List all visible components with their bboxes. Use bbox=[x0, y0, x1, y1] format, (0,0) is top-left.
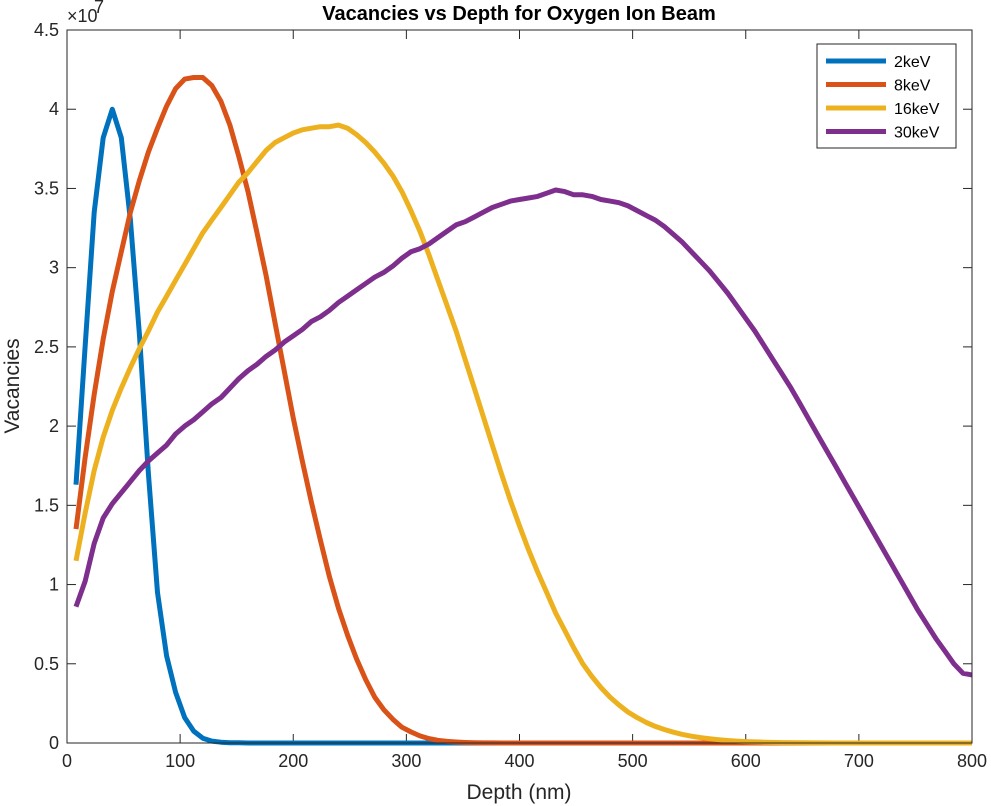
y-tick-label: 4 bbox=[49, 99, 59, 119]
series-line-30kev bbox=[73, 187, 973, 678]
x-tick-label: 500 bbox=[618, 751, 648, 771]
chart-title: Vacancies vs Depth for Oxygen Ion Beam bbox=[322, 3, 715, 25]
x-tick-label: 300 bbox=[391, 751, 421, 771]
y-tick-label: 1.5 bbox=[34, 495, 59, 515]
legend-label-30kev: 30keV bbox=[894, 125, 940, 142]
y-tick-label: 2 bbox=[49, 416, 59, 436]
x-tick-label: 700 bbox=[844, 751, 874, 771]
x-tick-label: 400 bbox=[504, 751, 534, 771]
series-line-16kev bbox=[73, 122, 972, 746]
y-axis-label: Vacancies bbox=[1, 338, 24, 433]
y-axis-ticks: 0 0.5 1 1.5 2 2.5 3 3.5 4 4.5 bbox=[34, 20, 972, 753]
x-axis-label: Depth (nm) bbox=[466, 781, 571, 804]
x-tick-label: 100 bbox=[165, 751, 195, 771]
y-axis-exponent: ×10 7 bbox=[67, 0, 104, 26]
legend-label-2kev: 2keV bbox=[894, 54, 931, 71]
x-tick-label: 200 bbox=[278, 751, 308, 771]
legend-label-8kev: 8keV bbox=[894, 78, 931, 95]
x-tick-label: 800 bbox=[957, 751, 987, 771]
y-exponent-base: ×10 bbox=[67, 6, 98, 26]
y-tick-label: 0 bbox=[49, 733, 59, 753]
y-tick-label: 4.5 bbox=[34, 20, 59, 40]
y-tick-label: 3 bbox=[49, 258, 59, 278]
y-exponent-power: 7 bbox=[94, 0, 104, 17]
y-tick-label: 1 bbox=[49, 575, 59, 595]
y-tick-label: 3.5 bbox=[34, 178, 59, 198]
legend: 2keV 8keV 16keV 30keV bbox=[816, 43, 957, 149]
x-tick-label: 600 bbox=[731, 751, 761, 771]
plot-area bbox=[67, 30, 972, 743]
x-tick-label: 0 bbox=[62, 751, 72, 771]
plot-border bbox=[66, 29, 973, 744]
y-tick-label: 2.5 bbox=[34, 337, 59, 357]
x-axis-ticks: 0 100 200 300 400 500 600 700 800 bbox=[62, 30, 987, 771]
legend-label-16kev: 16keV bbox=[894, 101, 940, 118]
y-tick-label: 0.5 bbox=[34, 654, 59, 674]
